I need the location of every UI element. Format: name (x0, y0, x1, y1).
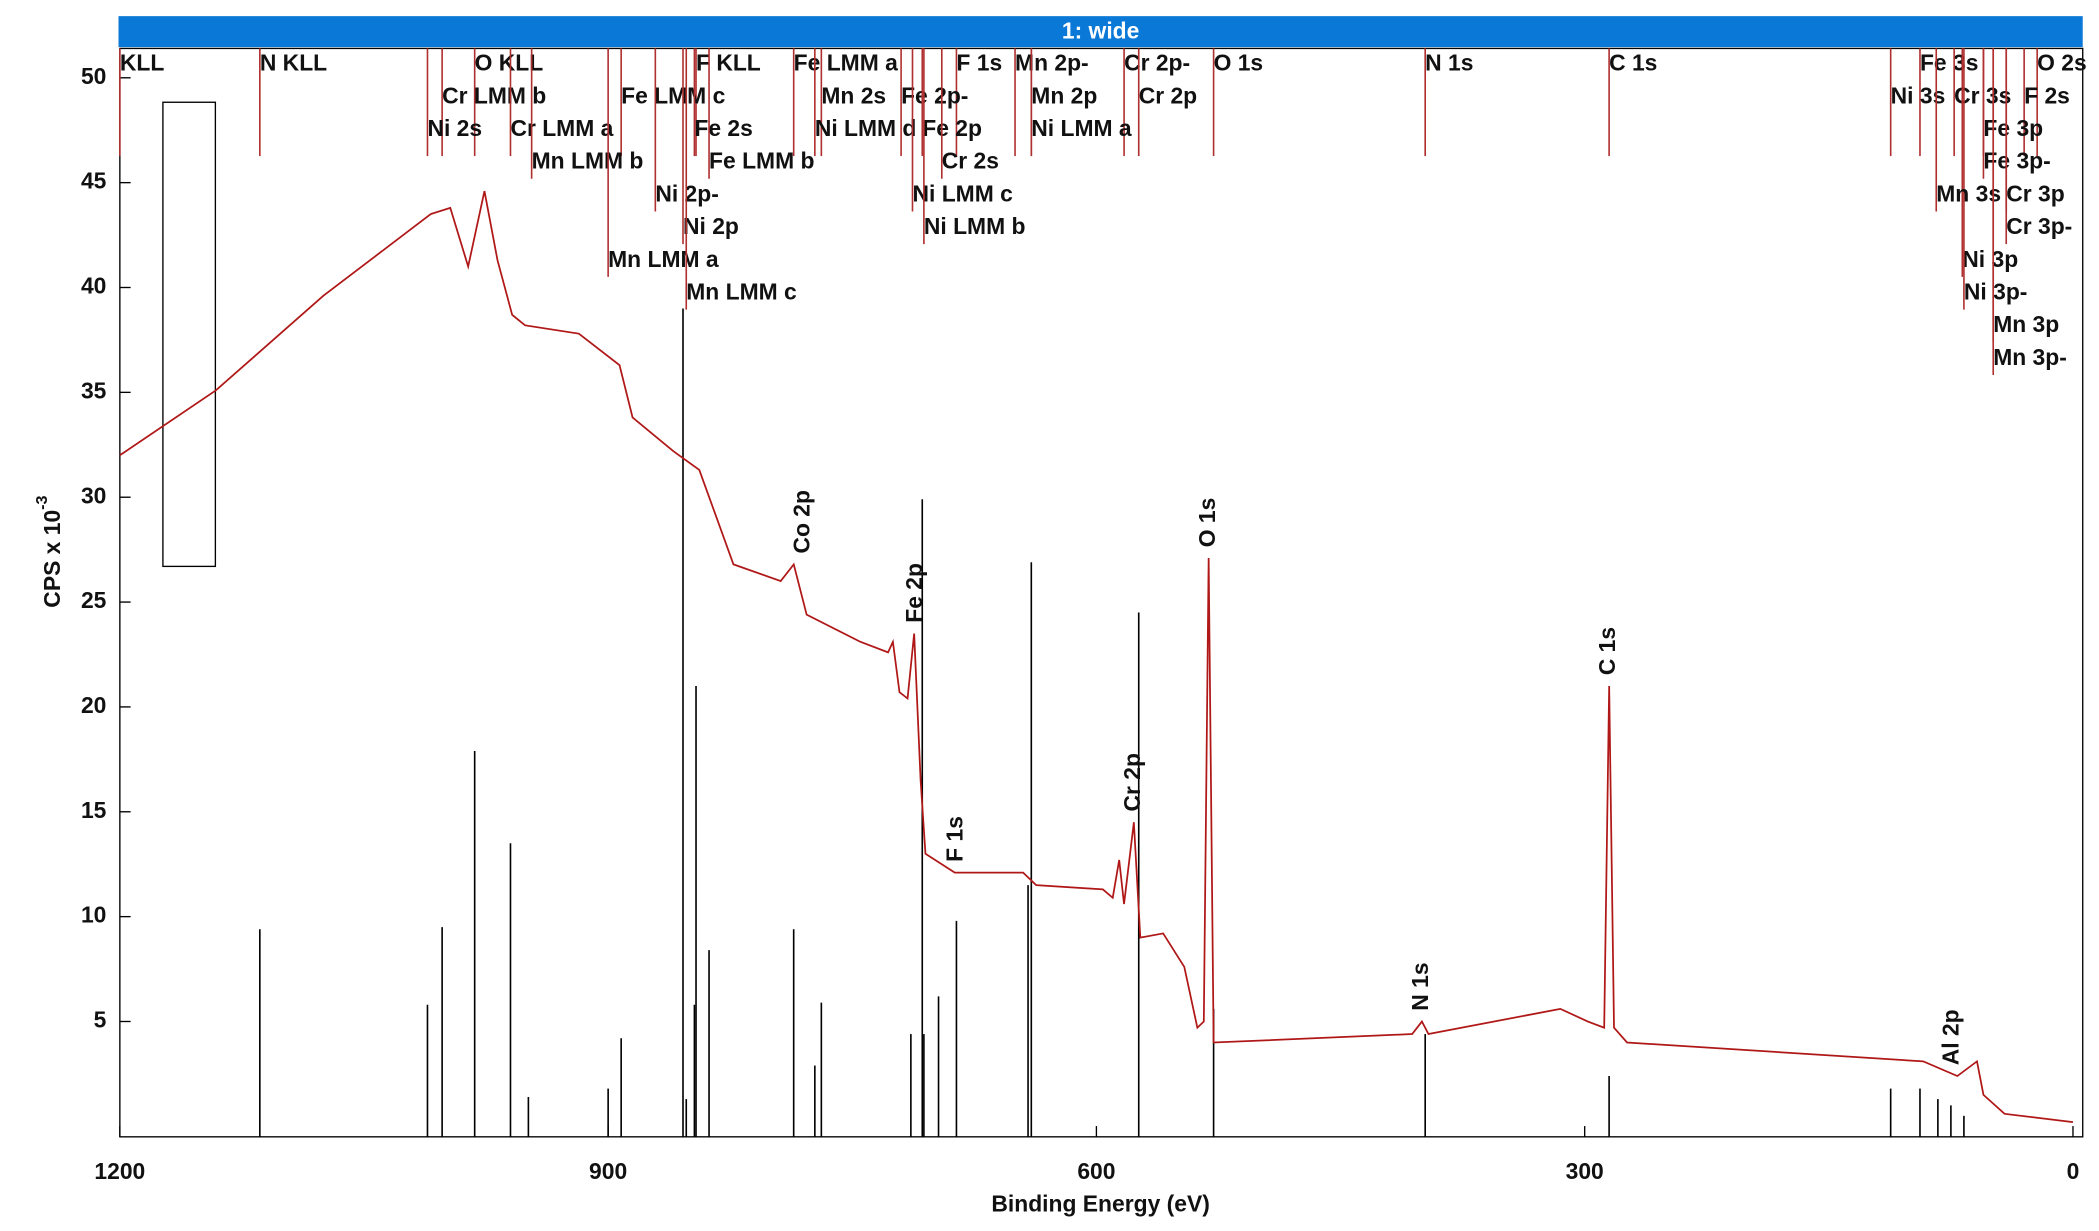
marker-label: Fe 3p- (1983, 148, 2050, 174)
marker-label: Mn 3p- (1993, 344, 2067, 370)
peak-label: Al 2p (1938, 1009, 1964, 1065)
marker-label: N 1s (1425, 50, 1473, 76)
y-tick-label: 5 (94, 1007, 107, 1033)
marker-label: C 1s (1609, 50, 1657, 76)
x-tick-label: 0 (2067, 1158, 2080, 1184)
y-tick-label: 30 (81, 482, 106, 508)
region-box (162, 101, 217, 568)
marker-label: O 2s (2037, 50, 2087, 76)
marker-label: Ni LMM d (815, 115, 917, 141)
peak-label: O 1s (1194, 498, 1220, 548)
marker-label: Cr 3p- (2006, 213, 2072, 239)
y-tick-label: 20 (81, 692, 106, 718)
marker-label: Ni LMM a (1031, 115, 1132, 141)
marker-label: Ni 3p (1962, 246, 2018, 272)
marker-label: Ni 2p (683, 213, 739, 239)
x-tick-label: 1200 (94, 1158, 145, 1184)
marker-label: KLL (120, 50, 164, 76)
marker-label: N KLL (260, 50, 327, 76)
x-tick-label: 300 (1566, 1158, 1604, 1184)
marker-label: O KLL (475, 50, 544, 76)
marker-label: Cr 3p (2006, 180, 2064, 206)
x-tick-label: 600 (1077, 1158, 1115, 1184)
marker-label: Cr 2p (1139, 82, 1197, 108)
marker-label: F 1s (956, 50, 1002, 76)
y-tick-label: 45 (81, 168, 107, 194)
marker-label: Cr 2s (942, 148, 999, 174)
peak-label: Fe 2p (901, 563, 927, 623)
chart-title: 1: wide (1062, 17, 1140, 43)
marker-label: Fe 2p (922, 115, 982, 141)
marker-label: Mn 2s (821, 82, 886, 108)
marker-label: Fe LMM a (794, 50, 898, 76)
y-tick-label: 25 (81, 587, 107, 613)
marker-label: Fe LMM b (709, 148, 814, 174)
marker-label: Cr LMM a (510, 115, 613, 141)
y-axis-label-text: CPS x 10 (39, 510, 65, 608)
marker-label: Ni LMM c (912, 180, 1013, 206)
x-tick-label: 900 (589, 1158, 627, 1184)
marker-label: Mn LMM a (608, 246, 719, 272)
marker-label: Ni LMM b (924, 213, 1026, 239)
y-tick-label: 40 (81, 273, 106, 299)
marker-label: Fe 2s (694, 115, 752, 141)
y-axis-label-exponent: -3 (33, 495, 51, 509)
marker-label: Cr 2p- (1124, 50, 1190, 76)
marker-label: Mn 2p- (1015, 50, 1089, 76)
y-tick-label: 35 (81, 377, 107, 403)
title-bar (118, 16, 2083, 48)
x-axis-label: Binding Energy (eV) (991, 1190, 1209, 1216)
marker-label: Fe 3s (1920, 50, 1978, 76)
marker-label: Mn LMM c (686, 278, 797, 304)
marker-label: Fe 2p- (901, 82, 968, 108)
plot-frame (119, 47, 2084, 1138)
peak-label: C 1s (1594, 627, 1620, 675)
marker-label: Ni 3p- (1964, 278, 2028, 304)
marker-label: F KLL (696, 50, 761, 76)
marker-label: F 2s (2024, 82, 2070, 108)
marker-label: Mn 2p (1031, 82, 1097, 108)
y-axis-label: CPS x 10-3 (33, 495, 65, 607)
spectrum-line (119, 190, 2074, 1124)
marker-label: Ni 2p- (655, 180, 719, 206)
marker-label: O 1s (1214, 50, 1264, 76)
marker-label: Ni 3s (1891, 82, 1946, 108)
peak-label: N 1s (1407, 962, 1433, 1010)
peak-label: Co 2p (788, 490, 814, 554)
marker-label: Mn 3s (1936, 180, 2001, 206)
marker-label: Cr LMM b (442, 82, 546, 108)
marker-label: Fe LMM c (621, 82, 725, 108)
y-tick-label: 15 (81, 797, 107, 823)
peak-label: F 1s (941, 816, 967, 862)
y-tick-label: 10 (81, 902, 106, 928)
peak-label: Cr 2p (1119, 753, 1145, 811)
marker-label: Mn 3p (1993, 311, 2059, 337)
marker-label: Ni 2s (427, 115, 482, 141)
marker-label: Mn LMM b (532, 148, 644, 174)
y-tick-label: 50 (81, 63, 106, 89)
